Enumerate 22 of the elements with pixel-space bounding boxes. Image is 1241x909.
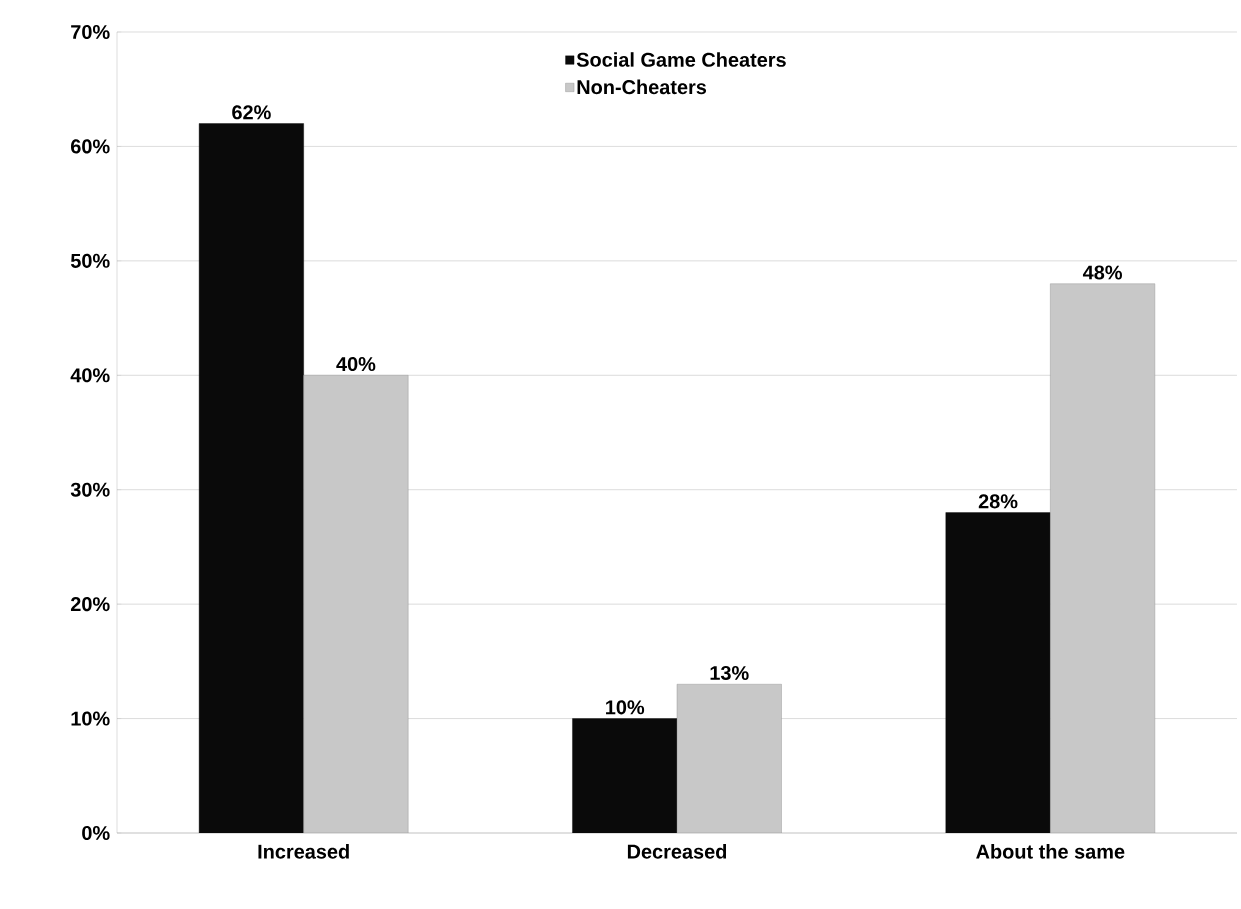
y-tick-label: 50% xyxy=(70,253,110,268)
data-label: 28% xyxy=(978,494,1018,509)
data-label: 40% xyxy=(336,356,376,372)
data-label: 62% xyxy=(232,105,271,120)
y-tick-label: 30% xyxy=(70,482,110,497)
x-tick-label: Decreased xyxy=(627,844,727,859)
data-label: 13% xyxy=(710,665,749,681)
x-tick-label: About the same xyxy=(976,844,1125,859)
y-tick-label: 10% xyxy=(71,711,110,726)
y-tick-label: 20% xyxy=(70,597,110,612)
y-tick-label: 0% xyxy=(82,825,110,841)
legend-label: Non-Cheaters xyxy=(577,79,707,95)
legend-label: Social Game Cheaters xyxy=(576,52,786,67)
y-tick-label: 60% xyxy=(71,139,110,154)
y-tick-label: 70% xyxy=(71,24,110,40)
data-label: 48% xyxy=(1082,265,1122,280)
y-tick-label: 40% xyxy=(70,368,110,383)
bar xyxy=(676,684,782,833)
bar xyxy=(1050,283,1156,833)
bar xyxy=(303,375,409,833)
data-label: 10% xyxy=(606,700,645,715)
x-tick-label: Increased xyxy=(258,844,349,859)
